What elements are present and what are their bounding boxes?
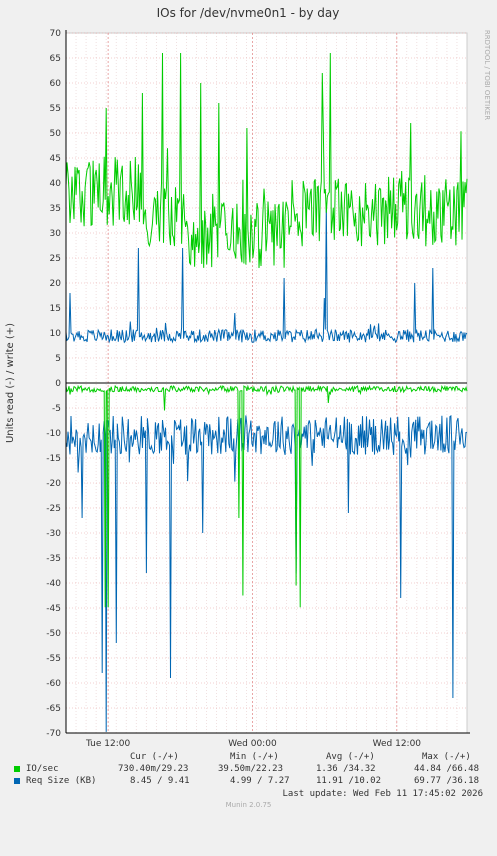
y-tick-label: -70 (46, 729, 61, 739)
legend-label-reqsize: Req Size (KB) (26, 776, 97, 786)
y-tick-label: -40 (46, 579, 61, 589)
legend-row-reqsize: Req Size (KB) 8.45 / 9.41 4.99 / 7.27 11… (14, 776, 484, 788)
y-tick-label: 70 (50, 29, 62, 39)
y-tick-label: 35 (50, 204, 61, 214)
legend-row-iosec: IO/sec 730.40m/29.23 39.50m/22.23 1.36 /… (14, 764, 484, 776)
x-tick-label: Wed 12:00 (373, 739, 422, 749)
legend-header-row: Cur (-/+) Min (-/+) Avg (-/+) Max (-/+) (14, 752, 484, 764)
rrdtool-credit: RRDTOOL / TOBI OETIKER (483, 30, 491, 120)
legend-min-iosec: 39.50m/22.23 (218, 764, 284, 774)
y-tick-label: 45 (50, 154, 61, 164)
x-tick-label: Tue 12:00 (85, 739, 130, 749)
y-tick-label: -60 (46, 679, 61, 689)
y-tick-label: -35 (46, 554, 61, 564)
x-ticks: Tue 12:00 Wed 00:00 Wed 12:00 (85, 739, 421, 749)
y-tick-label: 40 (50, 179, 62, 189)
legend-label-iosec: IO/sec (26, 764, 59, 774)
y-axis-label: Units read (-) / write (+) (5, 323, 16, 443)
y-tick-label: -55 (46, 654, 61, 664)
y-ticks: 7065605550454035302520151050-5-10-15-20-… (46, 29, 61, 739)
legend-header-avg: Avg (-/+) (326, 752, 375, 762)
munin-version: Munin 2.0.75 (225, 801, 272, 809)
series-line-reqsize-read (65, 415, 468, 732)
legend-swatch-reqsize (14, 778, 20, 784)
x-tick-label: Wed 00:00 (228, 739, 277, 749)
y-tick-label: 30 (50, 229, 62, 239)
y-tick-label: -45 (46, 604, 61, 614)
y-tick-label: 20 (50, 279, 62, 289)
legend-header-cur: Cur (-/+) (130, 752, 179, 762)
chart: 7065605550454035302520151050-5-10-15-20-… (5, 6, 491, 749)
y-tick-label: -5 (52, 404, 61, 414)
y-tick-label: -10 (46, 429, 61, 439)
y-tick-label: -25 (46, 504, 61, 514)
y-tick-label: 55 (50, 104, 61, 114)
y-tick-label: 50 (50, 129, 62, 139)
legend-cur-iosec: 730.40m/29.23 (118, 764, 189, 774)
last-update: Last update: Wed Feb 11 17:45:02 2026 (282, 789, 483, 799)
y-tick-label: 5 (55, 354, 61, 364)
series-line-iosec-write (65, 52, 468, 269)
legend-min-reqsize: 4.99 / 7.27 (230, 776, 290, 786)
legend-cur-reqsize: 8.45 / 9.41 (130, 776, 190, 786)
legend-header-min: Min (-/+) (230, 752, 279, 762)
series-lines (65, 52, 468, 732)
y-tick-label: -50 (46, 629, 61, 639)
legend-avg-reqsize: 11.91 /10.02 (316, 776, 382, 786)
y-tick-label: -20 (46, 479, 61, 489)
y-tick-label: 25 (50, 254, 61, 264)
series-line-reqsize-write (65, 202, 468, 344)
y-tick-label: -15 (46, 454, 61, 464)
chart-title: IOs for /dev/nvme0n1 - by day (157, 6, 340, 20)
y-tick-label: -65 (46, 704, 61, 714)
y-tick-label: -30 (46, 529, 61, 539)
y-tick-label: 15 (50, 304, 61, 314)
y-tick-label: 10 (50, 329, 62, 339)
legend-max-reqsize: 69.77 /36.18 (414, 776, 480, 786)
legend-avg-iosec: 1.36 /34.32 (316, 764, 376, 774)
y-tick-label: 60 (50, 79, 62, 89)
legend-swatch-iosec (14, 766, 20, 772)
y-tick-label: 0 (55, 379, 61, 389)
series-line-iosec-read (65, 384, 468, 608)
y-tick-label: 65 (50, 54, 61, 64)
legend-max-iosec: 44.84 /66.48 (414, 764, 480, 774)
legend-header-max: Max (-/+) (422, 752, 471, 762)
